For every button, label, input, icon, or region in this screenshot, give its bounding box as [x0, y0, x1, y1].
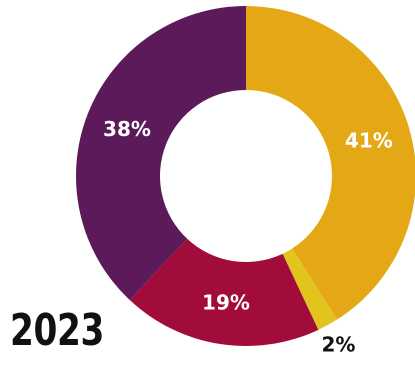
slice-label-41: 41% [345, 128, 393, 152]
slice-19 [129, 238, 319, 346]
donut-slices [76, 6, 415, 346]
slice-label-38: 38% [103, 117, 151, 141]
donut-labels: 41% 2% 19% 38% [103, 117, 393, 356]
slice-38 [76, 6, 246, 300]
slice-label-19: 19% [202, 290, 250, 314]
slice-label-2: 2% [322, 332, 356, 356]
chart-title: 2023 [10, 305, 104, 356]
slice-41 [246, 6, 415, 320]
slice-2 [282, 248, 338, 330]
